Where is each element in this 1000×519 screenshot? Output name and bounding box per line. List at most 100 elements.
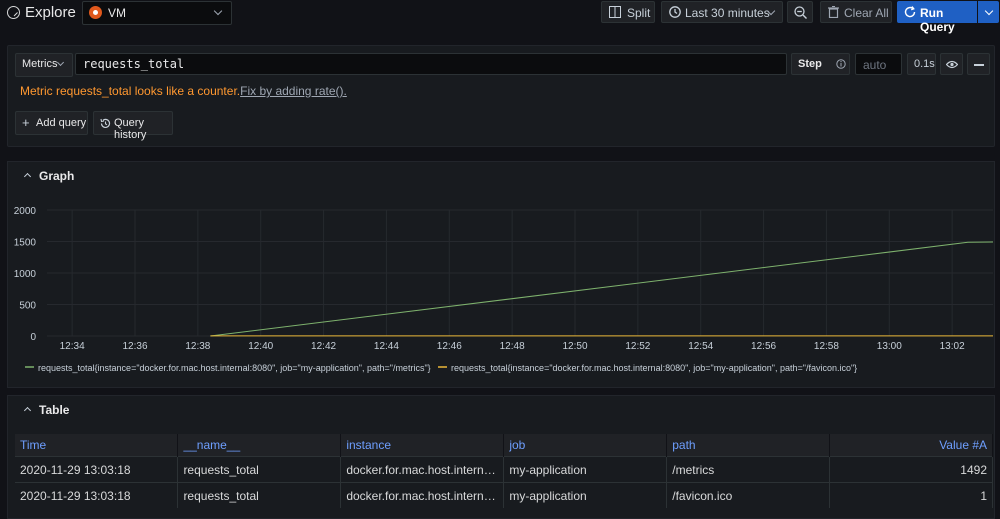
column-header-instance[interactable]: instance [340,434,505,457]
column-header-job[interactable]: job [503,434,668,457]
x-tick-label: 12:34 [60,341,85,352]
series-line-0 [210,241,994,337]
graph-title: Graph [39,169,75,183]
y-tick-label: 500 [19,301,36,312]
y-tick-label: 2000 [14,206,37,217]
cell-value: 1492 [829,456,993,483]
info-circle-icon[interactable] [836,59,846,69]
x-tick-label: 12:54 [688,341,713,352]
table-row: 2020-11-29 13:03:18 requests_total docke… [15,456,993,483]
chevron-down-icon [984,6,994,16]
prometheus-logo-icon [89,6,102,19]
x-tick-label: 12:40 [248,341,273,352]
step-label: Step [791,53,850,75]
x-tick-label: 12:56 [751,341,776,352]
split-label: Split [627,6,651,20]
x-tick-label: 12:44 [374,341,399,352]
toggle-query-button[interactable] [940,53,963,75]
eye-icon [946,60,958,69]
x-tick-label: 12:46 [437,341,462,352]
run-query-label: Run Query [920,6,955,34]
query-editor-panel: Metrics requests_total Step auto 0.1s Me… [7,45,995,147]
y-tick-label: 1500 [14,238,37,249]
refresh-interval-button[interactable] [978,1,999,23]
minus-icon [974,64,984,66]
step-text: Step [798,58,822,70]
y-tick-label: 1000 [14,269,37,280]
column-header-path[interactable]: path [666,434,831,457]
cell-path: /favicon.ico [666,482,831,508]
cell-name: requests_total [177,456,342,483]
plus-icon: + [22,115,30,130]
query-history-button[interactable]: Query history [93,111,173,141]
page-title: Explore [25,4,76,21]
chevron-up-icon [23,406,32,415]
datasource-picker[interactable]: VM [82,1,232,25]
x-tick-label: 13:00 [877,341,902,352]
graph-panel: Graph 0 500 1000 1500 2000 12:34 12:36 12:38 12:… [7,161,995,388]
chevron-down-icon [56,58,65,67]
add-query-button[interactable]: + Add query [15,111,88,135]
metrics-browser-button[interactable]: Metrics [15,53,73,77]
graph-header[interactable]: Graph [8,162,994,188]
x-tick-label: 12:42 [311,341,336,352]
cell-value: 1 [829,482,993,508]
zoom-out-button[interactable] [787,1,813,23]
query-history-label: Query history [114,117,147,141]
x-tick-label: 12:52 [625,341,650,352]
counter-hint: Metric requests_total looks like a count… [20,84,347,98]
clear-all-button[interactable]: Clear All [820,1,892,23]
cell-instance: docker.for.mac.host.internal:8080 [340,456,505,483]
clock-icon [669,6,681,18]
refresh-icon [904,6,916,18]
table-title: Table [39,403,70,417]
cell-time: 2020-11-29 13:03:18 [15,482,179,508]
cell-job: my-application [503,482,668,508]
add-query-label: Add query [36,117,87,129]
run-query-button[interactable]: Run Query [897,1,977,34]
column-header-name[interactable]: __name__ [177,434,342,457]
history-icon [100,118,111,128]
step-input[interactable]: auto [855,53,902,75]
remove-query-button[interactable] [967,53,990,75]
split-button[interactable]: Split [601,1,655,23]
hint-text: Metric requests_total looks like a count… [20,84,241,98]
table-row: 2020-11-29 13:03:18 requests_total docke… [15,482,993,508]
metrics-label: Metrics [22,58,58,70]
column-header-time[interactable]: Time [15,434,179,457]
x-tick-label: 12:48 [500,341,525,352]
datasource-name: VM [108,6,126,20]
fix-rate-link[interactable]: Fix by adding rate(). [240,84,347,98]
query-input[interactable]: requests_total [75,53,787,75]
results-table: Time __name__ instance job path Value #A… [15,434,993,508]
column-header-value[interactable]: Value #A [829,434,993,457]
table-panel: Table Time __name__ instance job path Va… [7,395,995,519]
cell-instance: docker.for.mac.host.internal:8080 [340,482,505,508]
x-tick-label: 13:02 [940,341,965,352]
table-header[interactable]: Table [8,396,994,422]
clear-all-label: Clear All [844,6,889,20]
x-tick-label: 12:38 [185,341,210,352]
chevron-down-icon [213,6,223,16]
x-tick-label: 12:58 [814,341,839,352]
query-duration: 0.1s [914,58,935,70]
cell-name: requests_total [177,482,342,508]
table-header-row: Time __name__ instance job path Value #A [15,434,993,457]
cell-time: 2020-11-29 13:03:18 [15,456,179,483]
query-duration-badge: 0.1s [907,53,936,75]
x-tick-label: 12:36 [122,341,147,352]
time-range-picker[interactable]: Last 30 minutes [661,1,783,23]
zoom-out-icon [794,6,807,19]
top-bar: Explore VM Split Last 30 minutes Clear A… [0,0,1000,34]
compass-icon [7,6,20,19]
cell-job: my-application [503,456,668,483]
time-range-label: Last 30 minutes [685,6,770,20]
legend-label-1: requests_total{instance="docker.for.mac.… [451,363,857,373]
graph-chart[interactable]: 0 500 1000 1500 2000 12:34 12:36 12:38 12:40 12:4… [8,162,994,387]
x-tick-label: 12:50 [562,341,587,352]
trash-icon [828,6,839,18]
cell-path: /metrics [666,456,831,483]
split-icon [609,6,621,18]
y-tick-label: 0 [30,332,36,343]
legend-label-0: requests_total{instance="docker.for.mac.… [38,363,431,373]
